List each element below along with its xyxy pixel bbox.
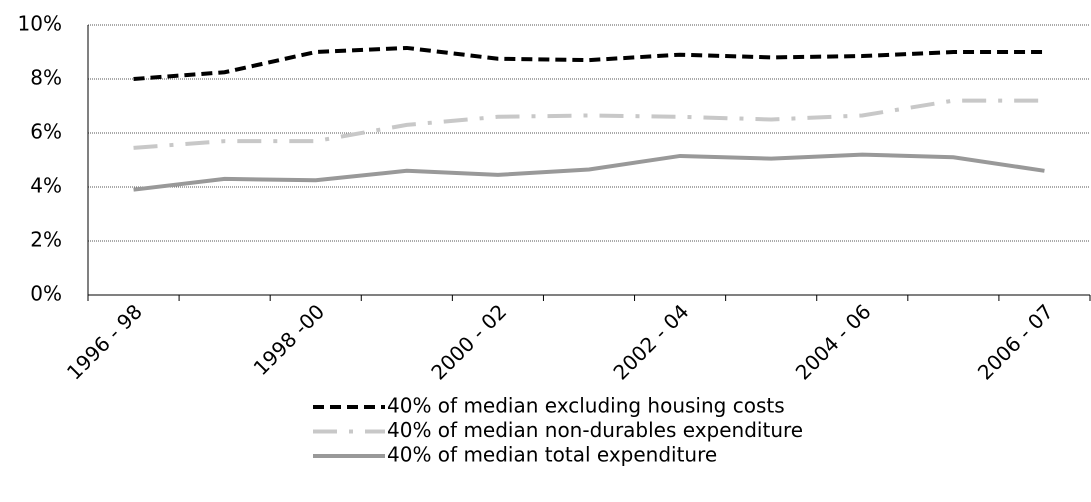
series-line xyxy=(133,152,1045,192)
x-tick-label: 2006 - 07 xyxy=(973,299,1058,384)
series-line xyxy=(133,98,1045,150)
y-tick-label: 6% xyxy=(30,120,62,144)
y-tick-label: 0% xyxy=(30,282,62,306)
legend-label: 40% of median total expenditure xyxy=(387,443,717,467)
y-tick-label: 4% xyxy=(30,174,62,198)
legend-label: 40% of median excluding housing costs xyxy=(387,394,785,418)
y-tick-label: 8% xyxy=(30,66,62,90)
y-tick-label: 2% xyxy=(30,228,62,252)
x-tick-label: 1998 -00 xyxy=(249,299,330,380)
legend-label: 40% of median non-durables expenditure xyxy=(387,418,803,442)
x-tick-label: 2002 - 04 xyxy=(608,299,693,384)
x-tick-label: 2000 - 02 xyxy=(426,299,511,384)
x-tick-label: 2004 - 06 xyxy=(791,299,876,384)
series-line xyxy=(133,45,1045,81)
x-tick-label: 1996 - 98 xyxy=(62,299,147,384)
y-tick-label: 10% xyxy=(18,12,62,36)
